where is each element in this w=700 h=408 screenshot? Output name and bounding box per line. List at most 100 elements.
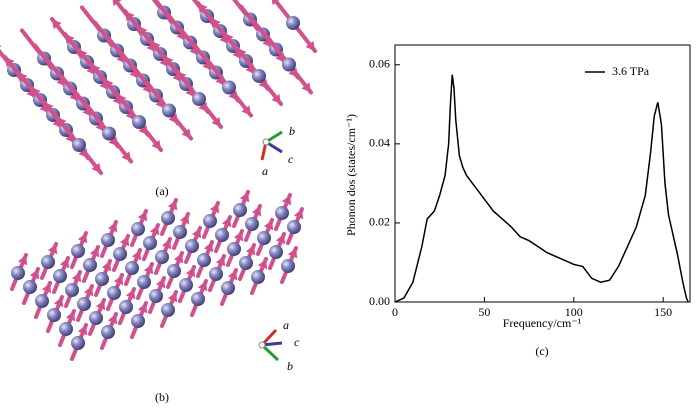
arrow-head [91,64,101,75]
atom [137,275,151,289]
axis-triad [258,130,283,362]
arrow-head [161,239,172,250]
atom [245,217,259,231]
arrow-head [191,228,202,239]
axis-letter: a [283,318,289,332]
arrow-head [65,34,75,45]
atom [35,294,49,308]
atom [143,236,157,250]
atom [281,259,295,273]
y-tick-label: 0.02 [369,215,390,229]
arrow-head [305,40,315,51]
arrow-head [52,19,62,30]
atom [72,138,86,152]
axis-letter: c [294,335,300,349]
arrow-head [112,0,122,7]
arrow-head [221,217,232,228]
arrow-head [53,297,64,308]
atom [101,233,115,247]
panel-label: (c) [535,344,548,358]
arrow-head [227,270,238,281]
axis-letter: b [289,124,295,138]
atom [227,242,241,256]
arrow-head [239,192,250,203]
axis-letter: a [262,164,268,178]
arrow-head [209,203,220,214]
atom [252,69,266,83]
atom [41,255,55,269]
atom [83,258,97,272]
plot: 0 50 100 150 0.00 0.02 0.04 0.06 3.6 TPa [369,57,689,319]
x-tick-label: 50 [478,305,490,319]
arrow-head [89,247,100,258]
arrow-head [179,214,190,225]
x-tick-label: 0 [392,305,398,319]
arrow-head [138,26,148,37]
atom [185,239,199,253]
arrow-head [143,264,154,275]
atom [77,297,91,311]
arrow-head [65,311,76,322]
atom [107,286,121,300]
atom [257,231,271,245]
axis-letter: c [288,152,294,166]
arrow-head [57,117,67,128]
arrow-head [17,255,28,266]
arrow-head [245,245,256,256]
atom [149,289,163,303]
atom [222,80,236,95]
atom [275,206,289,220]
atom [59,322,73,336]
arrow-head [119,236,130,247]
y-axis-label: Phonon dos (states/cm⁻¹) [344,114,358,236]
atom [209,267,223,281]
panel-label: (a) [155,184,168,198]
line [394,74,689,303]
lattice-b [10,190,304,361]
arrow-head [5,57,15,68]
atom [113,247,127,261]
arrow-head [18,72,28,83]
arrow-head [275,234,286,245]
arrow-head [198,3,208,14]
arrow-head [47,244,58,255]
atom [125,261,139,275]
atom [71,244,85,258]
atom [119,300,133,314]
axis-letter: b [287,359,293,373]
atom [132,115,146,129]
atom [179,278,193,292]
arrow-head [287,248,298,259]
y-tick-label: 0.00 [369,294,390,308]
arrow-head [59,258,70,269]
arrow-head [164,56,174,67]
arrow-head [167,292,178,303]
arrow-head [78,49,88,60]
x-tick-label: 100 [565,305,583,319]
arrow-head [83,286,94,297]
atom [287,220,301,234]
arrow-head [107,314,118,325]
atom [251,270,265,284]
atom [65,283,79,297]
atom [191,292,205,306]
arrow-head [211,116,221,127]
atom [239,256,253,270]
x-tick-label: 150 [654,305,672,319]
atom [23,280,37,294]
arrow-head [77,325,88,336]
arrow-head [101,261,112,272]
atom [173,225,187,239]
arrow-head [0,45,2,48]
atom [221,281,235,295]
atom [286,16,300,30]
atom [197,253,211,267]
arrow-head [251,206,262,217]
atom [282,57,296,72]
atom [11,266,25,280]
atom [269,245,283,259]
arrow-head [151,139,161,150]
atom [167,264,181,278]
arrow-head [177,71,187,82]
atom [131,314,145,328]
